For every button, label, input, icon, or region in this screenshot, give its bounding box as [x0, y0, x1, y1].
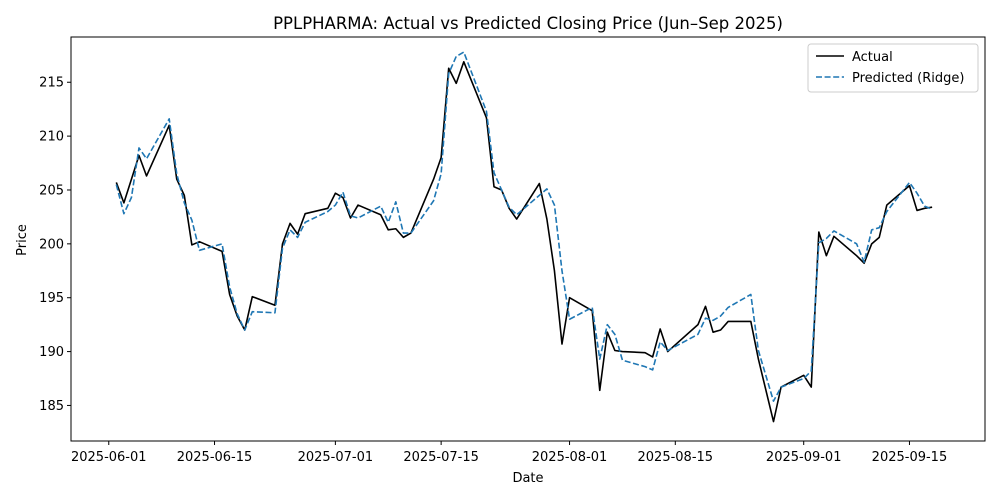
- y-tick-label: 200: [39, 237, 64, 252]
- y-tick-label: 205: [39, 183, 64, 198]
- x-tick-label: 2025-08-15: [638, 450, 714, 465]
- y-tick-label: 195: [39, 291, 64, 306]
- x-tick-label: 2025-07-01: [298, 450, 374, 465]
- x-axis: 2025-06-01 2025-06-15 2025-07-01 2025-07-15…: [71, 441, 947, 465]
- y-tick-label: 215: [39, 76, 64, 91]
- y-tick-label: 210: [39, 130, 64, 145]
- x-tick-label: 2025-06-01: [71, 450, 147, 465]
- plot-area: [115, 51, 933, 423]
- x-tick-label: 2025-06-15: [177, 450, 253, 465]
- y-tick-label: 190: [39, 345, 64, 360]
- y-axis-title: Price: [15, 224, 30, 256]
- legend: Actual Predicted (Ridge): [807, 43, 979, 93]
- legend-label-predicted: Predicted (Ridge): [852, 71, 964, 86]
- y-axis: 185 190 195 200 205 210 215: [39, 76, 71, 414]
- plot-frame: [70, 36, 986, 442]
- x-tick-label: 2025-09-15: [872, 450, 948, 465]
- x-axis-title: Date: [512, 471, 543, 486]
- chart-title: PPLPHARMA: Actual vs Predicted Closing P…: [273, 14, 783, 33]
- x-tick-label: 2025-09-01: [766, 450, 842, 465]
- legend-label-actual: Actual: [852, 50, 893, 65]
- x-tick-label: 2025-07-15: [403, 450, 479, 465]
- series-line-predicted: [115, 51, 933, 402]
- x-tick-label: 2025-08-01: [532, 450, 608, 465]
- y-tick-label: 185: [39, 399, 64, 414]
- legend-box: [807, 43, 979, 93]
